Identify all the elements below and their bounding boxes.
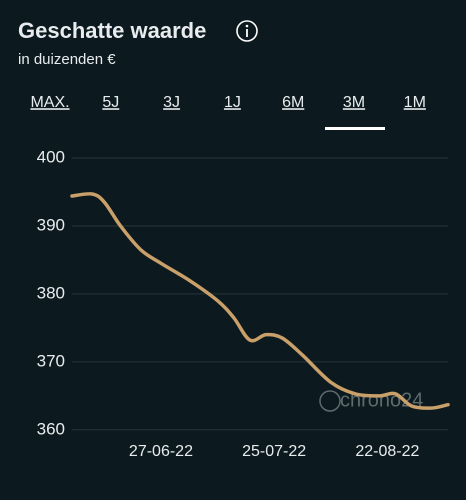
tab[interactable]: 1J: [224, 94, 241, 111]
tab[interactable]: 1M: [404, 94, 426, 111]
tab[interactable]: 3M: [343, 94, 365, 111]
info-icon[interactable]: [236, 20, 258, 42]
y-tick-label: 390: [37, 215, 65, 234]
x-tick-label: 22-08-22: [355, 443, 419, 460]
subtitle: in duizenden €: [18, 51, 116, 68]
watermark-logo: [319, 390, 341, 412]
y-tick-label: 360: [37, 419, 65, 438]
selected-tab-indicator: [325, 127, 385, 130]
tab[interactable]: 5J: [102, 94, 119, 111]
y-tick-label: 400: [37, 147, 65, 166]
title: Geschatte waarde: [18, 18, 206, 43]
tab[interactable]: 3J: [163, 94, 180, 111]
x-tick-label: 27-06-22: [129, 443, 193, 460]
tab[interactable]: MAX.: [30, 94, 69, 111]
tab[interactable]: 6M: [282, 94, 304, 111]
y-tick-label: 380: [37, 283, 65, 302]
x-tick-label: 25-07-22: [242, 443, 306, 460]
y-tick-label: 370: [37, 351, 65, 370]
tab-bar: MAX. 5J 3J 1J 6M 3M 1M: [30, 94, 425, 111]
value-line: [70, 192, 450, 410]
